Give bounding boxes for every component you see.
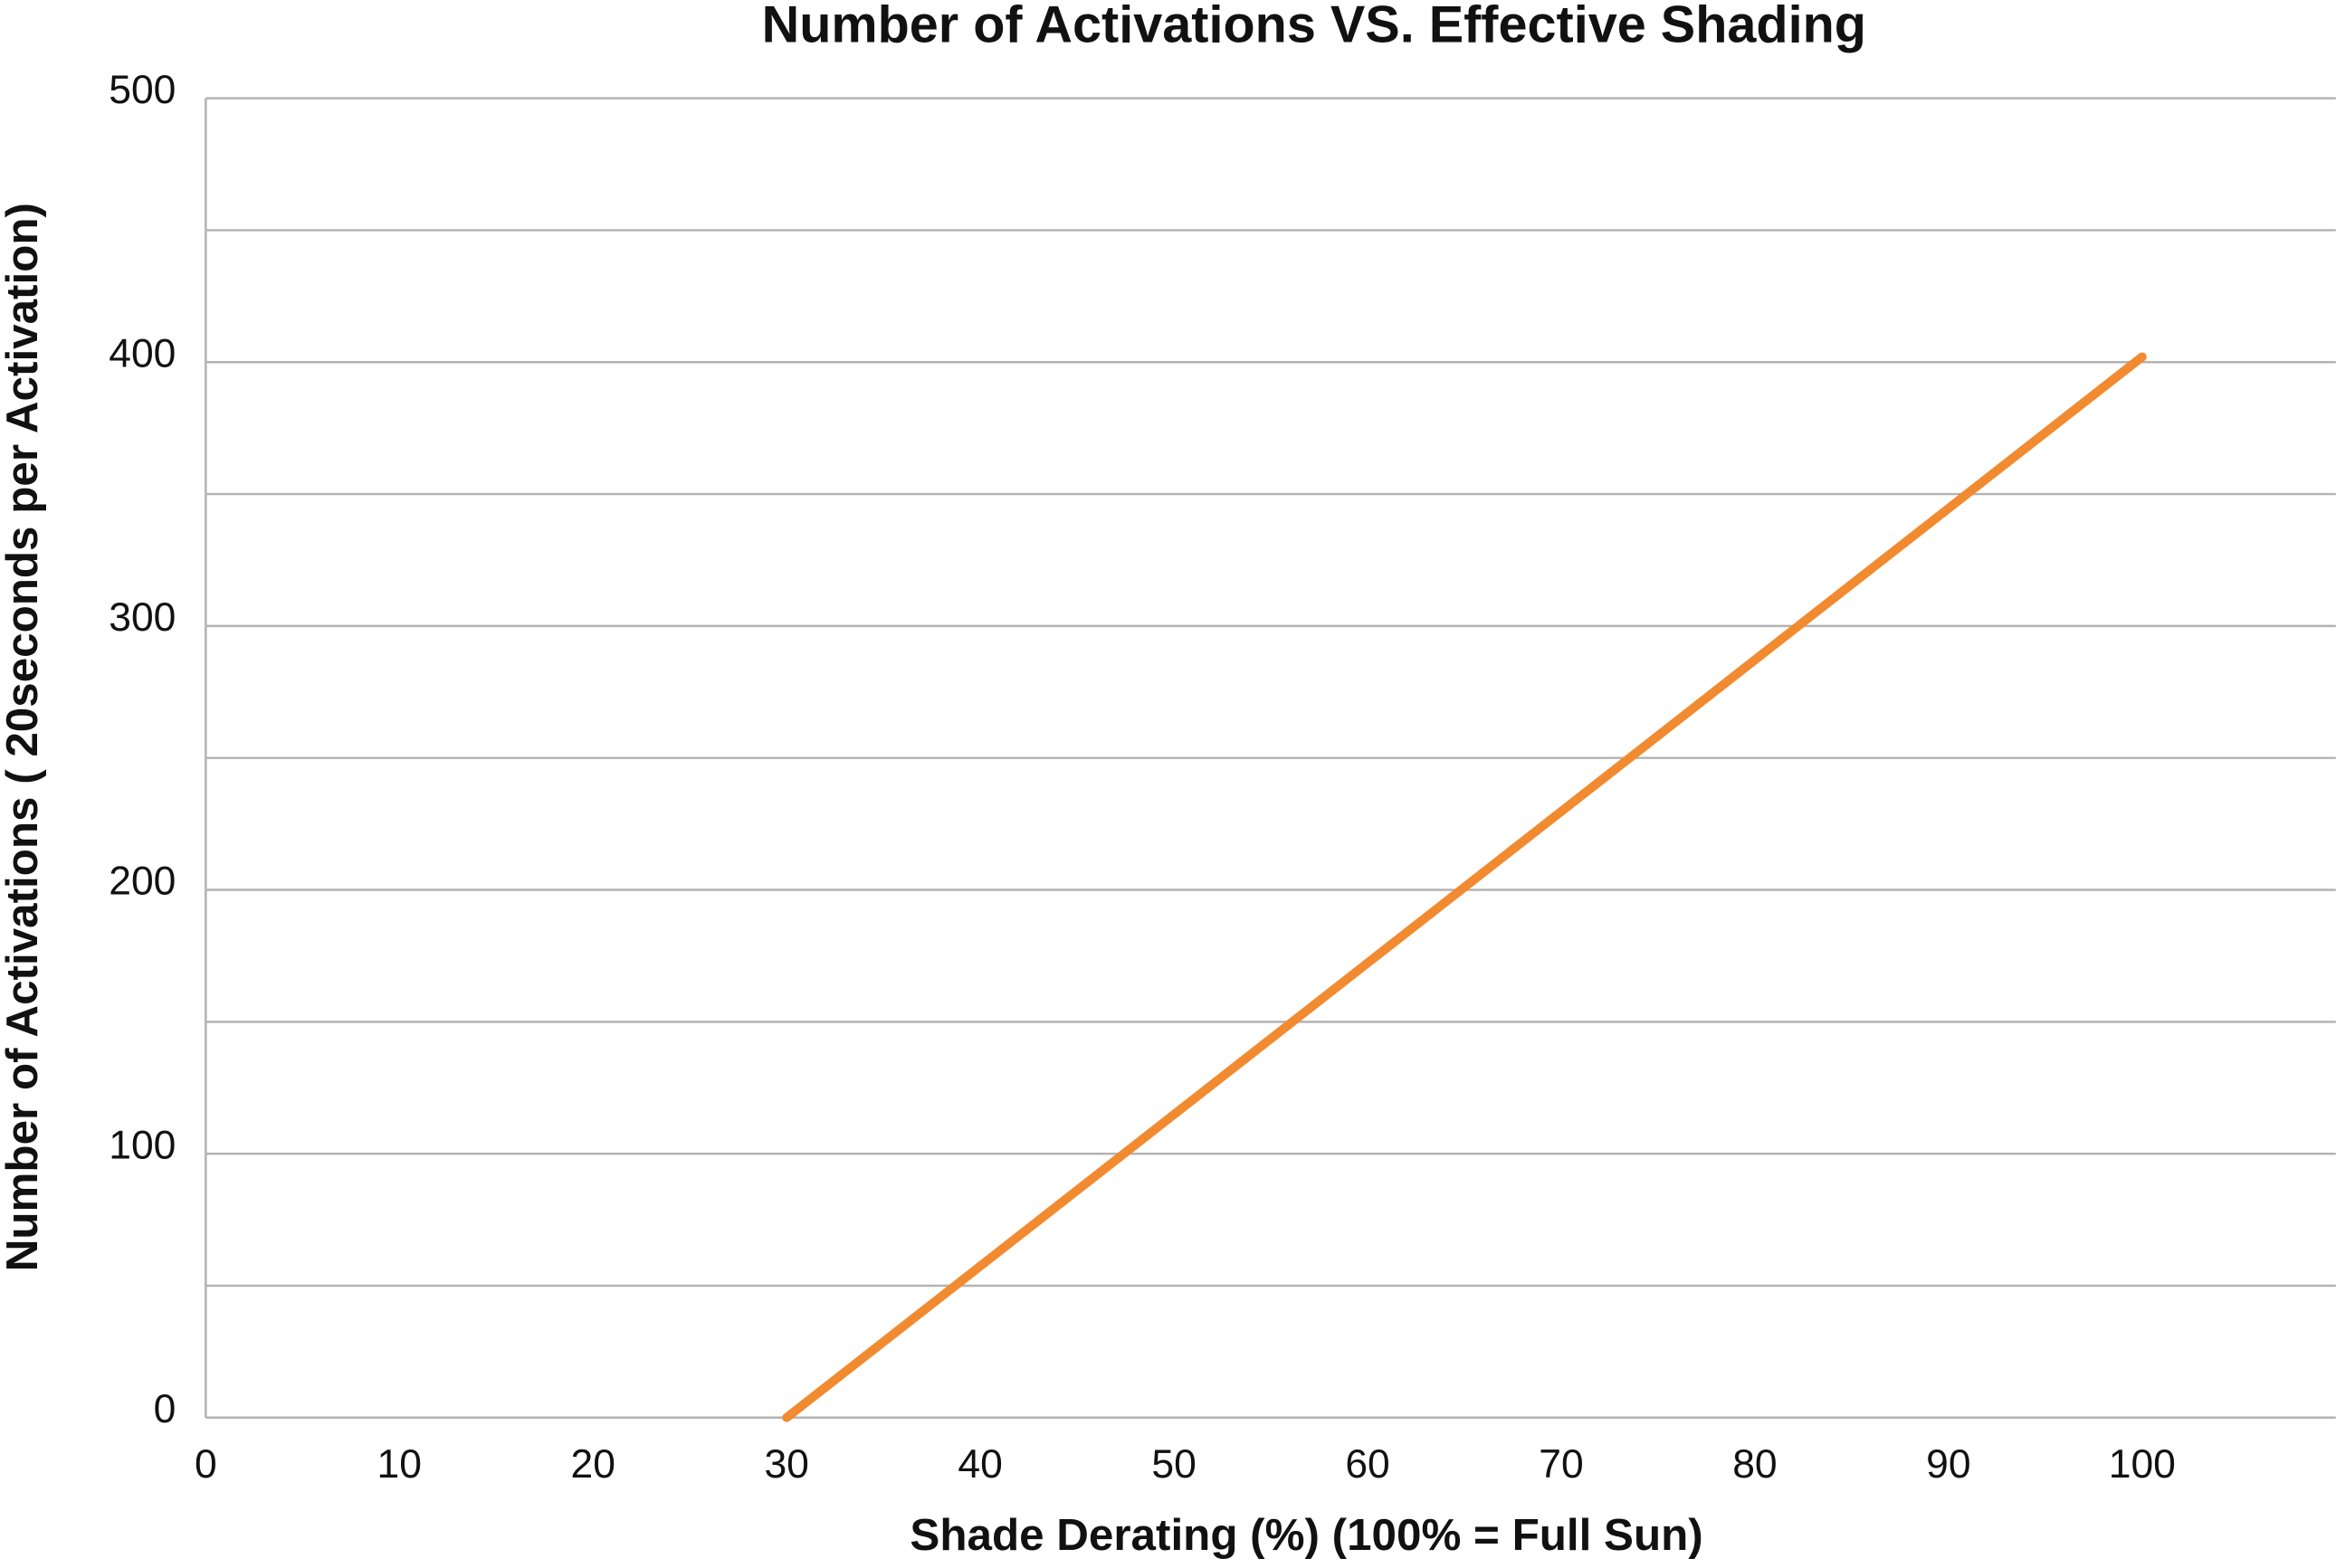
x-axis-title: Shade Derating (%) (100% = Full Sun) [910, 1510, 1702, 1560]
x-tick-label: 60 [1345, 1442, 1389, 1487]
y-tick-label: 300 [109, 595, 176, 640]
x-tick-label: 70 [1539, 1442, 1583, 1487]
y-axis-title: Number of Activations ( 20seconds per Ac… [0, 203, 47, 1271]
y-tick-label: 0 [154, 1387, 176, 1431]
x-tick-label: 100 [2109, 1442, 2176, 1487]
y-tick-label: 400 [109, 331, 176, 375]
x-tick-label: 0 [195, 1442, 217, 1487]
x-tick-label: 90 [1926, 1442, 1970, 1487]
y-tick-label: 100 [109, 1123, 176, 1167]
x-tick-label: 30 [764, 1442, 808, 1487]
x-tick-label: 10 [377, 1442, 422, 1487]
x-tick-label: 80 [1732, 1442, 1777, 1487]
data-line [782, 352, 2147, 1422]
y-tick-label: 500 [109, 68, 176, 112]
x-tick-label: 40 [958, 1442, 1002, 1487]
x-tick-label: 50 [1151, 1442, 1196, 1487]
chart-title: Number of Activations VS. Effective Shad… [762, 0, 1866, 53]
x-tick-label: 20 [571, 1442, 615, 1487]
y-tick-label: 200 [109, 860, 176, 904]
